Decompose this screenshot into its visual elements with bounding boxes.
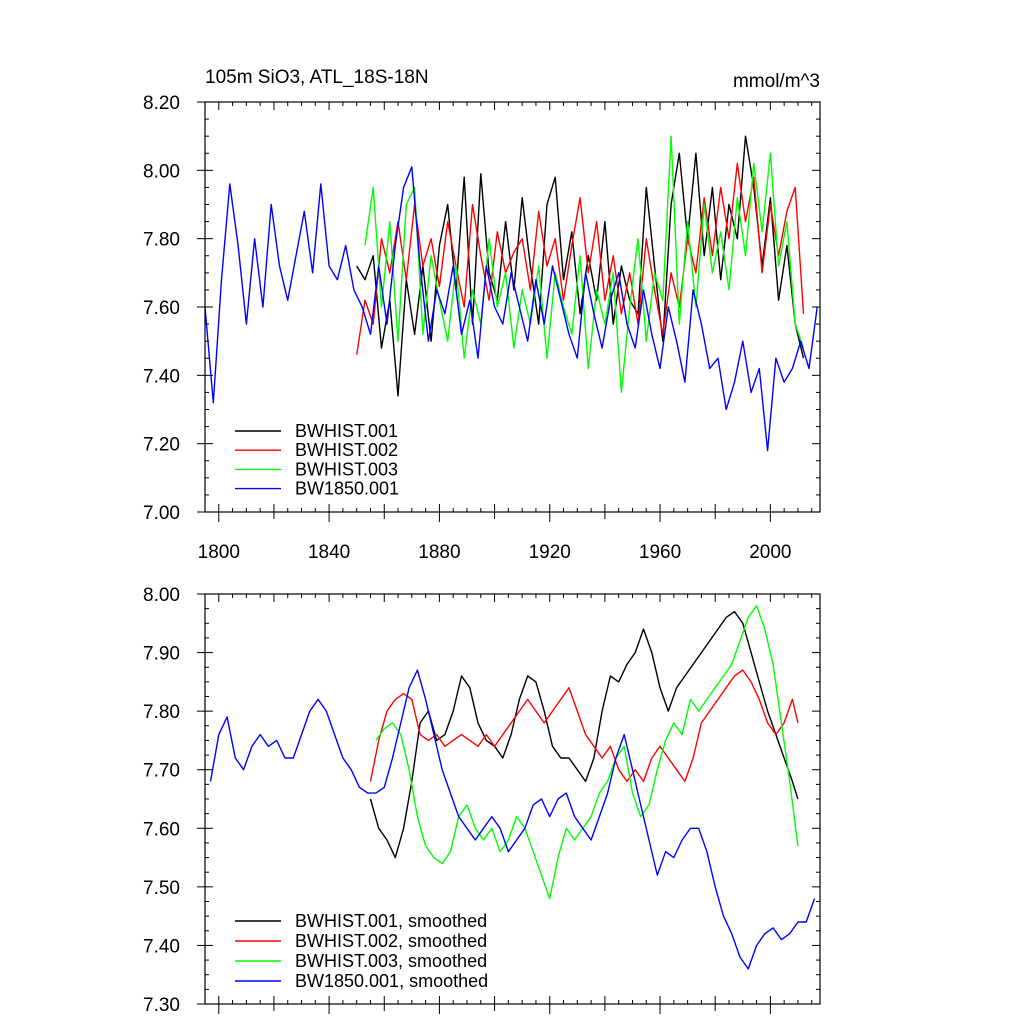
bottom-legend-label: BWHIST.001, smoothed	[295, 911, 487, 931]
top-x-tick-label: 1840	[308, 542, 350, 563]
top-series-line-4	[205, 166, 818, 452]
top-legend-label: BWHIST.003	[295, 459, 398, 479]
bottom-y-tick-label: 7.80	[143, 702, 180, 723]
bottom-y-tick-label: 7.90	[143, 644, 180, 665]
bottom-y-tick-label: 7.50	[143, 878, 180, 899]
bottom-y-tick-label: 7.60	[143, 819, 180, 840]
bottom-y-tick-label: 8.00	[143, 585, 180, 606]
top-y-tick-label: 8.00	[143, 161, 180, 182]
bottom-legend-label: BWHIST.003, smoothed	[295, 951, 487, 971]
top-x-tick-label: 1920	[529, 542, 571, 563]
bottom-plot-area: 7.30 7.40 7.50 7.60 7.70 7.80 7.90 8.00	[143, 585, 821, 1016]
bottom-y-tick-label: 7.30	[143, 995, 180, 1016]
top-legend-label: BWHIST.002	[295, 440, 398, 460]
top-chart-units: mmol/m^3	[733, 71, 820, 92]
top-x-tick-label: 1960	[639, 542, 681, 563]
top-y-tick-label: 7.40	[143, 366, 180, 387]
top-series-line-2	[356, 162, 805, 355]
top-x-tick-label: 1880	[418, 542, 460, 563]
top-chart-title: 105m SiO3, ATL_18S-18N	[205, 67, 429, 88]
top-x-tick-label: 2000	[749, 542, 791, 563]
top-x-tick-label: 1800	[198, 542, 240, 563]
top-y-tick-label: 8.20	[143, 93, 180, 114]
top-y-tick-label: 7.00	[143, 503, 180, 524]
top-y-tick-label: 7.80	[143, 230, 180, 251]
bottom-panel: 7.30 7.40 7.50 7.60 7.70 7.80 7.90 8.00 BWHIST.…	[143, 585, 821, 1016]
bottom-y-tick-label: 7.70	[143, 761, 180, 782]
bottom-y-tick-label: 7.40	[143, 936, 180, 957]
top-y-tick-label: 7.60	[143, 298, 180, 319]
bottom-legend-label: BWHIST.002, smoothed	[295, 931, 487, 951]
bottom-legend-label: BW1850.001, smoothed	[295, 971, 488, 991]
top-y-tick-label: 7.20	[143, 435, 180, 456]
bottom-series-line-4	[209, 669, 816, 970]
top-panel: 1800 1840 1880 1920 1960 2000 7.00 7.20 7.40 7.60…	[143, 67, 821, 563]
bottom-series-line-1	[369, 610, 799, 859]
bottom-series-line-3	[375, 605, 799, 900]
top-series-line-1	[356, 135, 805, 397]
top-legend-label: BWHIST.001	[295, 421, 398, 441]
top-legend-label: BW1850.001	[295, 479, 399, 499]
bottom-series-line-2	[369, 669, 799, 783]
top-plot-area: 1800 1840 1880 1920 1960 2000 7.00 7.20 7.40 7.60…	[143, 93, 821, 563]
